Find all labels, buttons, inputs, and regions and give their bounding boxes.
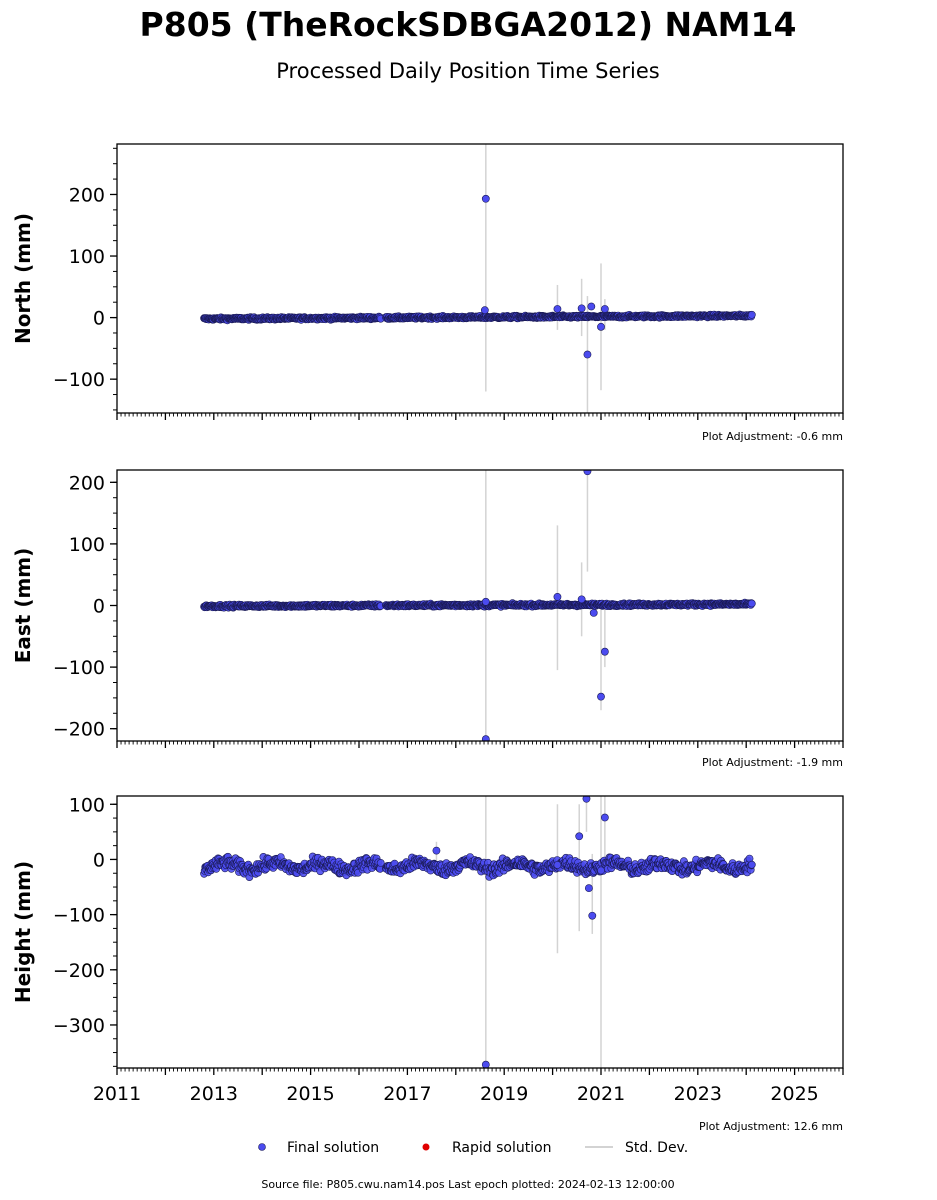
height-xtick-label-0: 2011: [93, 1083, 141, 1105]
legend-rapid-label: Rapid solution: [452, 1140, 552, 1156]
east-outlier-point-6: [597, 692, 605, 701]
east-ytick-label-1: −100: [53, 657, 105, 679]
height-outlier-point-4: [582, 796, 591, 803]
height-xtick-label-3: 2017: [383, 1083, 431, 1105]
east-outlier-point-1: [481, 597, 490, 606]
height-ytick-label-1: −200: [53, 960, 105, 982]
height-xtick-label-1: 2013: [190, 1083, 238, 1105]
north-axes-frame: [116, 143, 844, 414]
east-outlier-point-7: [600, 647, 609, 656]
height-xtick-label-4: 2019: [480, 1083, 528, 1105]
east-ytick-label-2: 0: [93, 596, 105, 618]
height-point-935: [747, 860, 756, 869]
north-outlier-point-7: [600, 305, 609, 313]
height-ytick-label-2: −100: [53, 905, 105, 927]
north-axis-label: North (mm): [11, 213, 35, 344]
legend-rapid-marker: [422, 1143, 430, 1151]
height-outlier-point-6: [588, 911, 597, 920]
north-ytick-label-0: −100: [53, 369, 105, 391]
height-xtick-label-2: 2015: [286, 1083, 334, 1105]
east-panel: −200 −100 0 100 200 East (mm) Plot Adjustment:…: [11, 469, 844, 769]
north-outlier-point-3: [577, 304, 586, 313]
height-xtick-label-5: 2021: [577, 1083, 625, 1105]
north-outlier-point-1: [480, 306, 489, 315]
north-outlier-point-5: [587, 302, 596, 311]
east-ytick-label-4: 200: [69, 472, 105, 494]
east-outlier-point-0: [481, 735, 490, 741]
north-plot-area: [200, 144, 756, 413]
height-outlier-point-3: [575, 832, 584, 841]
height-ytick-label-0: −300: [53, 1015, 105, 1037]
north-ytick-label-3: 200: [69, 184, 105, 206]
east-final-points: [200, 598, 756, 612]
height-outlier-point-7: [600, 813, 609, 822]
source-file-note: Source file: P805.cwu.nam14.pos Last epo…: [261, 1178, 674, 1191]
height-outlier-point-2: [553, 861, 562, 869]
north-outlier-point-6: [597, 322, 605, 331]
north-ytick-label-2: 100: [69, 246, 105, 268]
north-final-points: [200, 310, 756, 325]
east-outlier-point-2: [553, 592, 562, 601]
north-panel: −100 0 100 200 North (mm) Plot Adjustment: -0…: [11, 143, 844, 443]
east-plot-area: [200, 470, 756, 741]
north-outlier-point-2: [553, 305, 562, 313]
figure-title: P805 (TheRockSDBGA2012) NAM14: [140, 5, 797, 44]
height-axis-label: Height (mm): [11, 861, 35, 1003]
north-point-935: [747, 310, 756, 319]
height-panel: −300 −200 −100 0 100 2011 2013 2015 2017 2019 2021…: [11, 794, 844, 1133]
height-axes-frame: [116, 795, 844, 1069]
east-point-935: [747, 599, 756, 608]
height-outlier-point-1: [432, 846, 441, 855]
height-plot-area: [200, 796, 756, 1068]
legend: Final solution Rapid solution Std. Dev.: [258, 1140, 688, 1156]
north-outlier-point-0: [481, 194, 490, 203]
height-outlier-point-5: [585, 884, 593, 893]
north-ytick-label-1: 0: [93, 308, 105, 330]
legend-std-label: Std. Dev.: [625, 1140, 688, 1156]
height-xtick-label-7: 2025: [770, 1083, 818, 1105]
height-final-points: [200, 852, 756, 881]
east-ytick-label-3: 100: [69, 534, 105, 556]
height-ytick-label-3: 0: [93, 849, 105, 871]
north-plot-adjustment: Plot Adjustment: -0.6 mm: [702, 430, 843, 443]
east-plot-adjustment: Plot Adjustment: -1.9 mm: [702, 756, 843, 769]
east-outlier-point-3: [577, 595, 586, 604]
legend-final-marker: [258, 1143, 266, 1151]
height-ytick-label-4: 100: [69, 794, 105, 816]
height-outlier-point-0: [481, 1060, 490, 1068]
east-outlier-point-5: [589, 608, 598, 617]
legend-final-label: Final solution: [287, 1140, 379, 1156]
north-outlier-point-4: [583, 350, 592, 359]
east-outlier-point-4: [583, 470, 592, 476]
height-xtick-label-6: 2023: [674, 1083, 722, 1105]
height-outlier-point-8: [597, 866, 605, 875]
height-plot-adjustment: Plot Adjustment: 12.6 mm: [699, 1120, 843, 1133]
east-ytick-label-0: −200: [53, 719, 105, 741]
figure-subtitle: Processed Daily Position Time Series: [276, 59, 660, 83]
height-point-304: [376, 859, 385, 867]
east-axis-label: East (mm): [11, 548, 35, 664]
